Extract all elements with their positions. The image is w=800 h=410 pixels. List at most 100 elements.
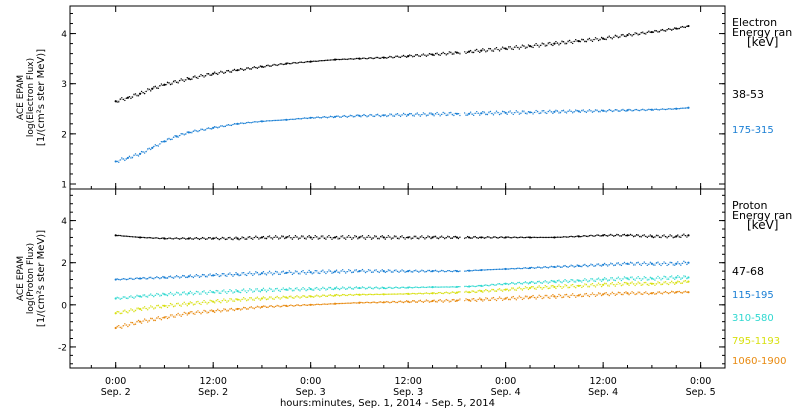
data-point-fill [674,107,676,110]
data-point-fill [625,291,627,293]
data-point-fill [244,122,246,125]
data-point-fill [638,291,641,293]
data-point-fill [300,61,303,63]
data-point-fill [474,269,476,271]
data-point-fill [498,296,501,298]
data-point-fill [206,312,208,314]
data-point-fill [509,237,511,239]
data-point-fill [669,261,671,264]
data-point-fill [683,280,685,282]
data-point-fill [276,295,278,298]
data-point-fill [370,57,373,59]
data-point-fill [267,120,269,122]
data-point-fill [491,50,493,52]
data-point [163,237,166,240]
data-point-fill [526,286,528,289]
data-point-fill [316,60,318,63]
data-point-fill [230,274,233,276]
data-point-fill [290,63,292,65]
data-point-fill [178,134,181,137]
data-point-fill [172,316,175,318]
data-point-fill [614,264,617,266]
data-point-fill [622,33,624,36]
data-point-fill [623,35,626,37]
data-point [626,292,629,295]
data-point [577,39,580,43]
data-point-fill [579,280,581,282]
data-point-fill [322,60,324,62]
data-point-fill [214,302,216,304]
data-point-fill [387,115,390,117]
data-point-fill [239,67,242,70]
x-tick-date: Sep. 4 [491,387,521,398]
data-point-fill [415,54,417,56]
data-point-fill [288,118,291,121]
data-point-fill [224,71,227,74]
data-point-fill [124,235,126,237]
data-point-fill [233,300,236,302]
data-point-fill [271,298,274,300]
data-point-fill [576,295,578,297]
data-point-fill [306,60,309,63]
data-point-fill [457,113,460,115]
data-point-fill [677,274,679,277]
data-point-fill [634,32,636,34]
data-point-fill [486,284,489,287]
data-point-fill [593,293,595,296]
data-point-fill [201,273,204,276]
data-point-fill [384,293,387,296]
data-point-fill [293,61,295,64]
data-point-fill [402,286,405,289]
data-point-fill [265,306,268,309]
data-point [675,235,678,238]
data-point-fill [500,236,502,238]
data-point-fill [369,56,371,59]
data-point-fill [596,38,598,40]
data-point [528,45,532,48]
data-point-fill [316,270,318,272]
data-point-fill [125,311,128,313]
data-point [163,293,166,296]
data-point-fill [204,238,207,241]
data-point-fill [457,285,460,288]
data-point [431,113,434,116]
data-point-fill [284,296,286,298]
data-point-fill [477,112,479,114]
data-point-fill [445,270,447,273]
data-point-fill [684,235,687,237]
data-point-fill [352,294,355,297]
data-point-fill [559,281,562,283]
data-point-fill [530,46,533,48]
data-point-fill [320,60,323,62]
data-point-fill [571,235,574,238]
data-point-fill [469,291,472,294]
data-point-fill [271,305,274,308]
data-point-fill [488,47,490,50]
data-point-fill [584,40,586,43]
data-point-fill [514,268,516,270]
series-175-315 [114,106,690,163]
data-point-fill [320,117,323,119]
data-point-fill [512,236,514,238]
data-point-fill [579,236,581,238]
data-point [358,236,361,239]
data-point-fill [166,237,169,240]
data-point-fill [552,112,554,115]
data-point-fill [317,303,319,306]
data-point-fill [169,83,172,86]
data-point-fill [492,296,495,299]
data-point-fill [370,293,373,296]
data-point-fill [203,290,205,292]
data-point [126,156,129,160]
data-point-fill [524,112,527,115]
data-point-fill [124,323,126,325]
data-point-fill [195,273,198,276]
data-point-fill [648,235,650,237]
data-point-fill [568,265,571,267]
data-point-fill [561,266,563,269]
data-point-fill [410,238,412,240]
data-point-fill [497,297,499,300]
legend-entry: 115-195 [732,290,774,301]
data-point-fill [567,40,569,42]
